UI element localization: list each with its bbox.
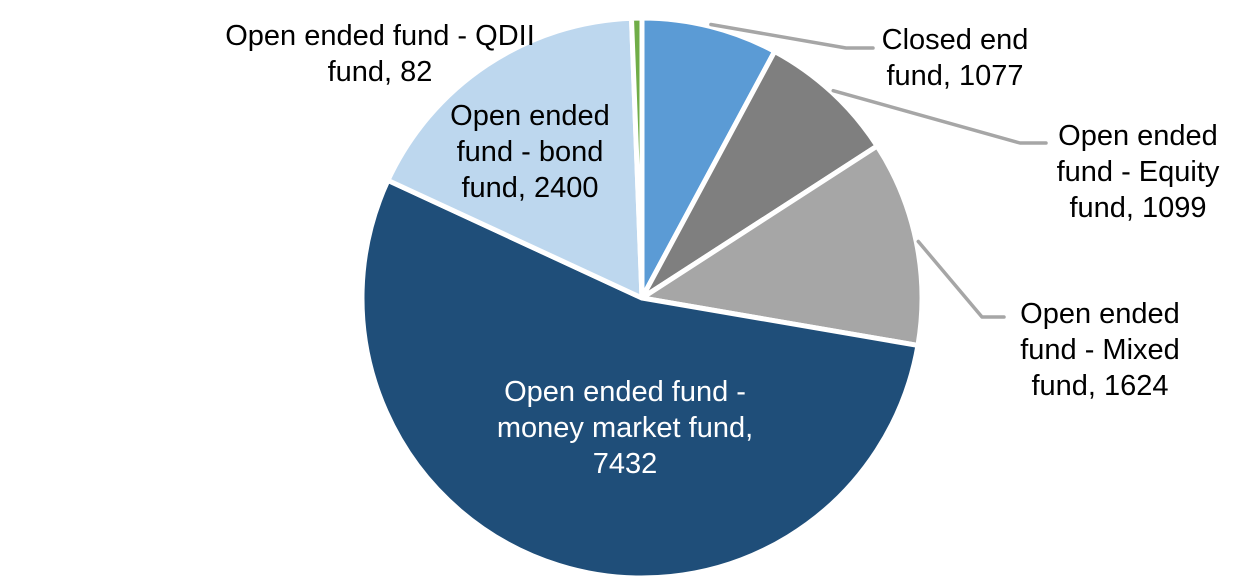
leader-line-closed-end-fund [709, 22, 875, 50]
pie-slice-open-ended-fund-mixed-fund [639, 143, 925, 348]
data-label-qdii-fund: Open ended fund - QDII fund, 82 [225, 18, 535, 90]
data-label-closed-end-fund: Closed end fund, 1077 [882, 22, 1029, 94]
data-label-line: fund - Mixed [1020, 334, 1180, 366]
data-label-line: Open ended [1058, 120, 1218, 152]
data-label-line: Closed end [881, 24, 1029, 56]
data-label-equity-fund: Open ended fund - Equity fund, 1099 [1057, 118, 1220, 226]
data-label-line: money market fund, [496, 412, 754, 444]
data-label-line: fund, 2400 [461, 172, 599, 204]
pie-slice-open-ended-fund-money-market-fund [359, 177, 921, 581]
data-label-line: Open ended [1020, 298, 1180, 330]
data-label-line: 7432 [592, 448, 658, 480]
data-label-line: fund - bond [456, 136, 604, 168]
data-label-bond-fund: Open ended fund - bond fund, 2400 [450, 98, 610, 206]
data-label-mixed-fund: Open ended fund - Mixed fund, 1624 [1020, 296, 1180, 404]
pie-slice-open-ended-fund-qdii-fund [628, 15, 645, 301]
data-label-line: fund, 82 [327, 56, 433, 88]
data-label-line: fund - Equity [1056, 156, 1220, 188]
data-label-line: Open ended [450, 100, 610, 132]
pie-slice-open-ended-fund-bond-fund [385, 15, 645, 301]
data-label-line: Open ended fund - [504, 376, 746, 408]
data-label-money-market-fund: Open ended fund - money market fund, 743… [497, 374, 753, 482]
data-label-line: fund, 1624 [1031, 370, 1169, 402]
pie-slice-open-ended-fund-equity-fund [639, 48, 880, 301]
data-label-line: Open ended fund - QDII [225, 20, 535, 52]
data-label-line: fund, 1099 [1069, 192, 1207, 224]
leader-line-open-ended-fund-mixed-fund [916, 239, 1006, 319]
data-label-line: fund, 1077 [886, 60, 1024, 92]
leader-line-open-ended-fund-equity-fund [831, 88, 1048, 145]
pie-slice-closed-end-fund [639, 15, 778, 301]
